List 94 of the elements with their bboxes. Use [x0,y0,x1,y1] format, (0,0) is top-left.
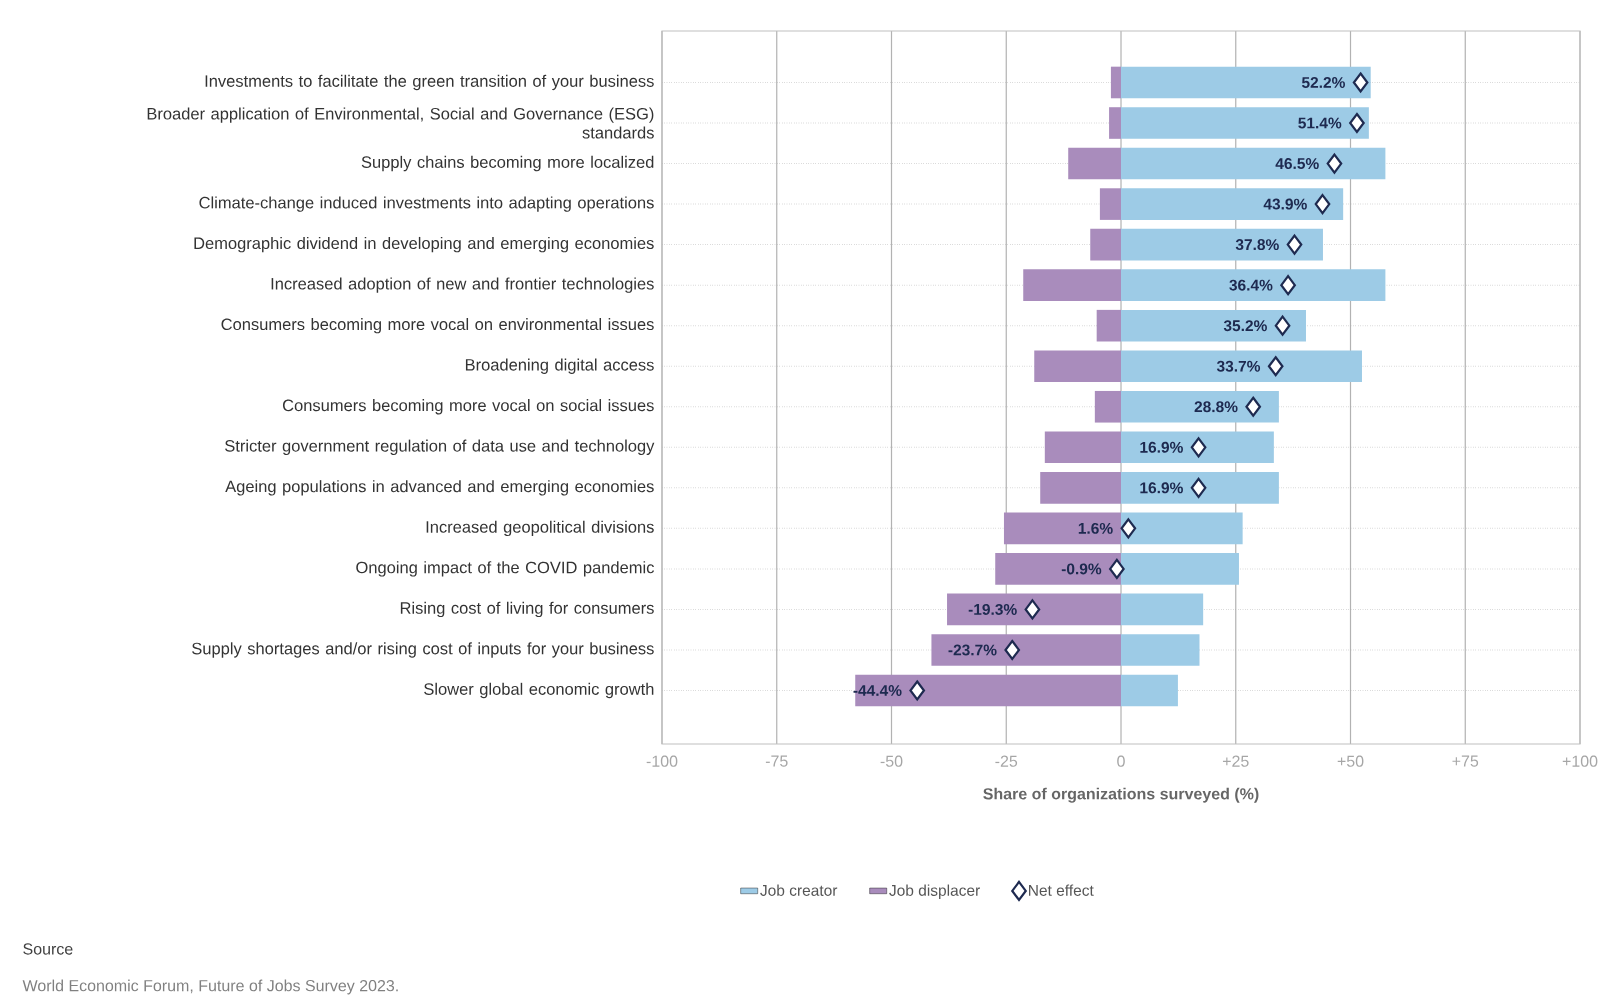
legend-label: Job creator [760,884,838,896]
data-label: 36.4% [1229,279,1273,291]
bar [1121,269,1386,301]
point [1274,315,1291,336]
bar [1090,228,1122,261]
y-tick-label: Supply chains becoming more localized [361,155,654,172]
bar [1121,553,1239,585]
point [1190,477,1207,498]
bar [1121,350,1362,383]
legend-label: Job displacer [889,884,980,899]
data-label: 16.9% [1140,441,1183,453]
bar [1121,674,1178,707]
y-tick-label: Investments to facilitate the green transition of your business [205,74,654,91]
point [909,680,926,701]
point [1109,558,1125,579]
bar [1121,512,1243,545]
data-label: -19.3% [968,603,1017,615]
point [1314,193,1331,215]
text: World Economic Forum, Future of Jobs Survey 2023. [22,979,398,995]
x-tick-label: +75 [1452,755,1479,767]
bar [1121,147,1386,180]
data-label: 52.2% [1301,76,1345,88]
point [1280,275,1296,296]
bar [1121,228,1323,261]
y-tick-label: Supply shortages and/or rising cost of inputs for your business [192,642,654,658]
data-label: -0.9% [1061,563,1102,575]
data-label: -23.7% [948,644,997,656]
data-label: 46.5% [1275,158,1319,170]
x-tick-label: -75 [765,755,788,767]
point [1004,639,1021,661]
data-label: 1.6% [1078,522,1113,534]
data-label: 35.2% [1223,320,1267,332]
bar [1044,431,1122,464]
bar [1121,188,1344,220]
point [1286,234,1303,255]
bar [1121,107,1369,139]
bar [947,593,1122,626]
data-label: 28.8% [1194,401,1238,413]
y-tick-label: Demographic dividend in developing and emerging economies [194,236,654,253]
bar [1094,390,1122,423]
bar [1121,593,1204,626]
y-tick-label: Increased adoption of new and frontier technologies [271,277,654,293]
x-tick-label: -50 [880,755,903,767]
y-tick-label: Broader application of Environmental, Social and Governance (ESG) standards [147,107,654,139]
y-tick-label: Slower global economic growth [424,682,654,699]
bar [1121,431,1274,464]
y-tick-label: Consumers becoming more vocal on social issues [282,399,654,415]
x-tick-label: -100 [646,755,678,767]
point [1326,153,1343,174]
point [1245,396,1262,417]
point [1190,437,1207,458]
data-label: 43.9% [1263,198,1307,210]
bar [1099,188,1122,220]
y-tick-label: Climate-change induced investments into adapting operations [199,196,654,212]
point [1024,599,1041,620]
legend-label: Net effect [1029,884,1094,896]
bar [1003,512,1122,545]
bar [1034,350,1122,383]
bar [1040,472,1122,504]
bar [1110,66,1122,99]
bar [1068,147,1122,180]
x-axis-title: Share of organizations surveyed (%) [983,787,1259,803]
bar [1109,107,1122,139]
point [1267,356,1284,377]
bar [995,553,1122,585]
bar [1121,390,1279,423]
y-tick-label: Increased geopolitical divisions [426,520,654,537]
data-label: 37.8% [1235,239,1279,251]
bar [1096,309,1122,342]
x-tick-label: +25 [1222,755,1249,767]
y-tick-label: Ongoing impact of the COVID pandemic [356,561,654,577]
bar [1121,66,1371,99]
y-tick-label: Ageing populations in advanced and emerging economies [225,480,654,496]
bar [931,634,1122,666]
point [1352,72,1369,93]
y-tick-label: Stricter government regulation of data use and technology [225,439,655,455]
y-tick-label: Rising cost of living for consumers [400,601,654,618]
bar [855,674,1122,707]
data-label: 16.9% [1140,482,1183,494]
x-tick-label: -25 [995,755,1018,767]
point [1120,518,1137,539]
bar [1121,472,1279,504]
x-tick-label: +50 [1337,755,1364,767]
bar [1023,269,1122,301]
y-tick-label: Consumers becoming more vocal on environmental issues [221,318,654,334]
data-label: 51.4% [1298,117,1342,129]
bar [1121,634,1200,666]
text: Source [23,943,73,955]
x-tick-label: +100 [1562,755,1598,767]
x-tick-label: 0 [1117,755,1125,767]
bar [1121,309,1306,342]
data-label: 33.7% [1216,360,1261,372]
y-tick-label: Broadening digital access [465,358,654,374]
point [1349,112,1365,134]
